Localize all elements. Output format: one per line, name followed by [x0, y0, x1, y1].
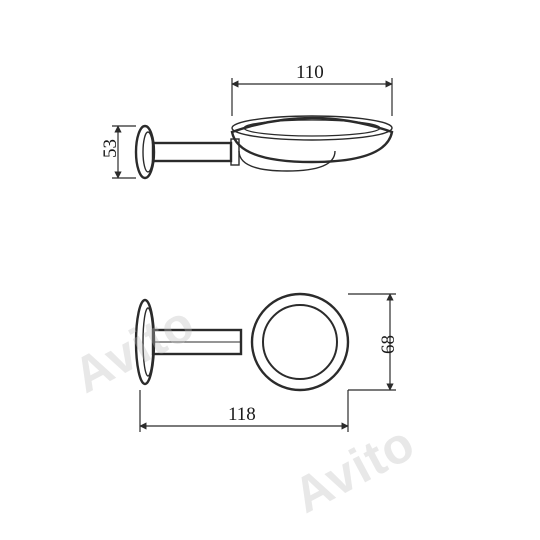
- dim-label-top-length: 118: [228, 404, 256, 426]
- dim-label-top-ring: 68: [378, 335, 400, 354]
- top-ring-outer: [252, 294, 348, 390]
- side-dish-rim-inner: [244, 120, 380, 136]
- top-mount-inner: [143, 308, 153, 376]
- side-mount-outer: [136, 126, 154, 178]
- technical-drawing: [0, 0, 540, 540]
- dim-label-side-height: 53: [100, 139, 122, 158]
- top-view: [136, 294, 396, 432]
- dim-label-side-width: 110: [296, 62, 324, 84]
- top-ring-inner: [263, 305, 337, 379]
- side-stem: [153, 143, 231, 161]
- side-mount-inner: [143, 132, 153, 172]
- side-view: [112, 78, 392, 178]
